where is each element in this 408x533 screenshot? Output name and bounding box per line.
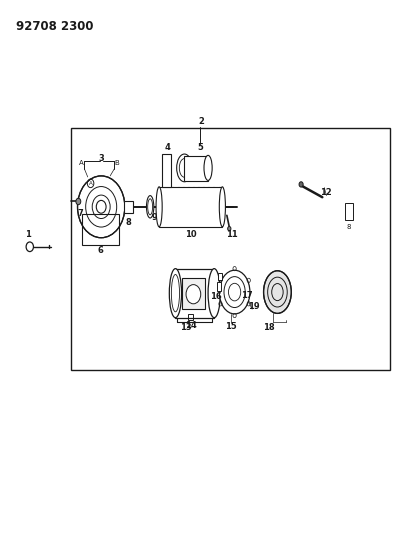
Bar [175,269,214,318]
Text: 16: 16 [210,293,221,301]
Ellipse shape [169,269,182,318]
Text: 6: 6 [98,246,103,255]
Text: A: A [79,160,84,166]
Text: 13: 13 [180,323,191,332]
Circle shape [186,285,201,304]
Bar [71,128,390,370]
Bar [124,201,133,213]
Ellipse shape [177,154,192,182]
Bar [345,203,353,220]
Text: A: A [89,181,93,186]
Text: 12: 12 [321,189,332,197]
Bar [82,214,119,245]
Circle shape [228,227,231,231]
Text: 19: 19 [248,302,259,311]
Circle shape [26,242,33,252]
Text: 92708 2300: 92708 2300 [16,20,94,33]
Bar [218,273,222,280]
Ellipse shape [208,269,220,318]
Text: 2: 2 [198,117,204,126]
Text: 5: 5 [197,143,203,152]
Text: 9: 9 [151,214,157,222]
Text: 8: 8 [125,219,131,227]
Text: 18: 18 [264,323,275,332]
Text: 4: 4 [164,143,170,152]
Bar [159,187,222,227]
Text: 8: 8 [347,224,352,230]
Ellipse shape [146,196,154,218]
Ellipse shape [264,271,291,313]
Bar [188,314,193,320]
Circle shape [299,182,303,187]
Circle shape [78,176,125,238]
Text: 17: 17 [241,292,252,300]
Text: 14: 14 [185,321,196,329]
Text: 11: 11 [226,230,237,239]
Ellipse shape [220,270,250,314]
Text: 10: 10 [185,230,196,239]
Text: 7: 7 [77,209,83,217]
Circle shape [76,198,81,205]
Bar [184,156,208,181]
Text: B: B [115,160,120,166]
Text: 3: 3 [99,154,104,163]
Bar [182,278,205,309]
Bar [162,154,171,187]
Ellipse shape [220,187,225,227]
Text: 15: 15 [226,322,237,330]
Ellipse shape [156,187,162,227]
Ellipse shape [204,155,212,180]
Bar [217,282,221,291]
Text: 1: 1 [25,230,31,239]
